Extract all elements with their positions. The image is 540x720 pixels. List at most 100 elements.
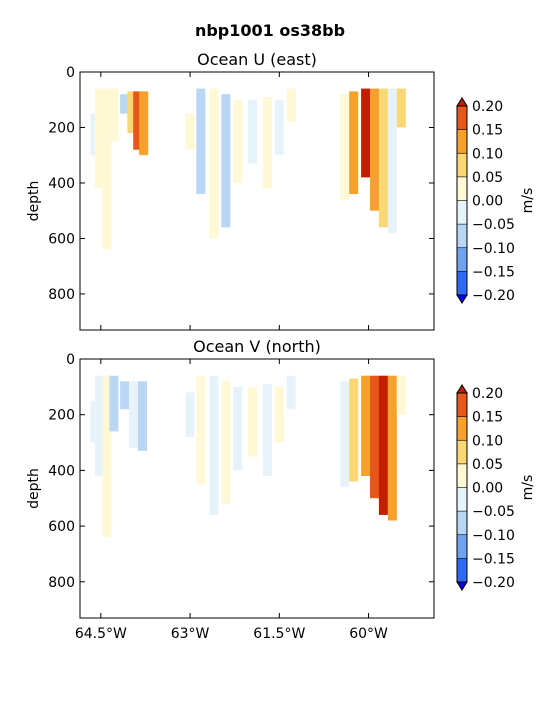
- y-tick-label: 600: [48, 519, 75, 535]
- figure-title: nbp1001 os38bb: [195, 21, 345, 40]
- colorbar-band-4: [457, 200, 467, 225]
- colorbar: −0.20 −0.15 −0.10 −0.05 0.00 0.05 0.10 0.15 0.20…: [456, 97, 536, 304]
- profile-column-13: [248, 386, 257, 457]
- colorbar-band-6: [457, 153, 467, 178]
- colorbar-extend-bottom: [456, 581, 468, 591]
- profile-column-24: [396, 88, 406, 128]
- profile-column-12: [221, 94, 231, 228]
- colorbar-band-3: [457, 511, 467, 536]
- profile-column-22: [378, 88, 388, 228]
- colorbar-band-6: [457, 440, 467, 465]
- x-tick-label: 64.5°W: [75, 626, 127, 642]
- colorbar-band-4: [457, 487, 467, 512]
- axes-frame: [79, 71, 435, 331]
- colorbar: −0.20 −0.15 −0.10 −0.05 0.00 0.05 0.10 0.15 0.20…: [456, 384, 536, 591]
- panel-title: Ocean U (east): [197, 50, 317, 69]
- profile-column-16: [274, 99, 284, 156]
- profile-column-6: [129, 381, 138, 449]
- colorbar-tick-label: 0.10: [472, 146, 503, 162]
- profile-column-7: [133, 91, 143, 150]
- profile-column-2: [95, 88, 105, 189]
- profile-column-20: [370, 375, 379, 499]
- colorbar-tick-label: −0.20: [472, 288, 515, 304]
- y-tick-label: 600: [48, 231, 75, 247]
- profile-column-5: [120, 381, 130, 410]
- x-tick-label: 61.5°W: [253, 626, 305, 642]
- profile-column-10: [209, 375, 219, 515]
- profile-column-9: [196, 375, 206, 485]
- x-tick-label: 60°W: [349, 626, 388, 642]
- colorbar-band-5: [457, 463, 467, 488]
- colorbar-extend-top: [456, 97, 468, 107]
- colorbar-tick-label: 0.10: [472, 433, 503, 449]
- profile-column-15: [274, 386, 284, 443]
- colorbar-tick-label: −0.10: [472, 528, 515, 544]
- panel-title: Ocean V (north): [193, 337, 321, 356]
- profile-column-11: [209, 88, 219, 239]
- colorbar-band-1: [457, 558, 467, 583]
- profile-column-14: [248, 99, 257, 164]
- colorbar-band-3: [457, 224, 467, 249]
- profile-column-2: [95, 375, 105, 476]
- profile-column-20: [361, 88, 371, 178]
- colorbar-tick-label: 0.20: [472, 99, 503, 115]
- colorbar-band-8: [457, 393, 467, 417]
- y-axis-label: depth: [26, 181, 42, 222]
- colorbar-tick-label: 0.15: [472, 123, 503, 139]
- y-tick-label: 800: [48, 575, 75, 591]
- profile-column-19: [361, 375, 371, 476]
- profile-column-23: [396, 375, 406, 415]
- colorbar-tick-label: −0.10: [472, 241, 515, 257]
- profile-column-5: [120, 94, 130, 114]
- panel-1: Ocean U (east)0200400600800depth−0.20−0.…: [26, 50, 536, 331]
- profile-column-3: [102, 88, 112, 250]
- profile-column-19: [349, 91, 359, 194]
- colorbar-band-2: [457, 534, 467, 559]
- colorbar-tick-label: −0.05: [472, 217, 515, 233]
- y-axis-label: depth: [26, 468, 42, 509]
- data-marks: [90, 375, 406, 538]
- colorbar-tick-label: 0.05: [472, 170, 503, 186]
- profile-column-12: [233, 386, 243, 471]
- profile-column-7: [138, 381, 147, 451]
- colorbar-tick-label: −0.15: [472, 264, 515, 280]
- y-tick-label: 200: [48, 120, 75, 136]
- profile-column-17: [286, 88, 296, 122]
- colorbar-band-8: [457, 106, 467, 130]
- profile-column-10: [196, 88, 206, 194]
- colorbar-band-7: [457, 416, 467, 441]
- profile-column-11: [221, 381, 231, 504]
- colorbar-tick-label: 0.00: [472, 194, 503, 210]
- colorbar-tick-label: −0.20: [472, 575, 515, 591]
- colorbar-tick-label: −0.15: [472, 551, 515, 567]
- colorbar-band-1: [457, 271, 467, 296]
- y-tick-label: 0: [66, 352, 75, 368]
- colorbar-extend-bottom: [456, 294, 468, 304]
- y-tick-label: 800: [48, 287, 75, 303]
- colorbar-tick-label: 0.20: [472, 386, 503, 402]
- profile-column-3: [102, 375, 112, 538]
- profile-column-6: [127, 91, 137, 133]
- x-tick-label: 63°W: [171, 626, 210, 642]
- colorbar-label: m/s: [520, 188, 536, 214]
- profile-column-1: [90, 113, 100, 156]
- y-tick-label: 400: [48, 463, 75, 479]
- colorbar-tick-label: −0.05: [472, 504, 515, 520]
- y-tick-label: 400: [48, 176, 75, 192]
- profile-column-22: [387, 375, 397, 521]
- y-tick-label: 0: [66, 65, 75, 81]
- colorbar-band-7: [457, 129, 467, 154]
- axes-frame: [79, 358, 435, 619]
- profile-column-14: [262, 384, 272, 476]
- colorbar-tick-label: 0.15: [472, 410, 503, 426]
- profile-column-8: [139, 91, 149, 156]
- profile-column-4: [109, 375, 119, 432]
- profile-column-16: [286, 375, 296, 410]
- profile-column-17: [340, 381, 350, 488]
- profile-column-15: [262, 97, 272, 189]
- colorbar-tick-label: 0.00: [472, 481, 503, 497]
- profile-column-9: [185, 113, 195, 150]
- profile-column-1: [90, 400, 100, 443]
